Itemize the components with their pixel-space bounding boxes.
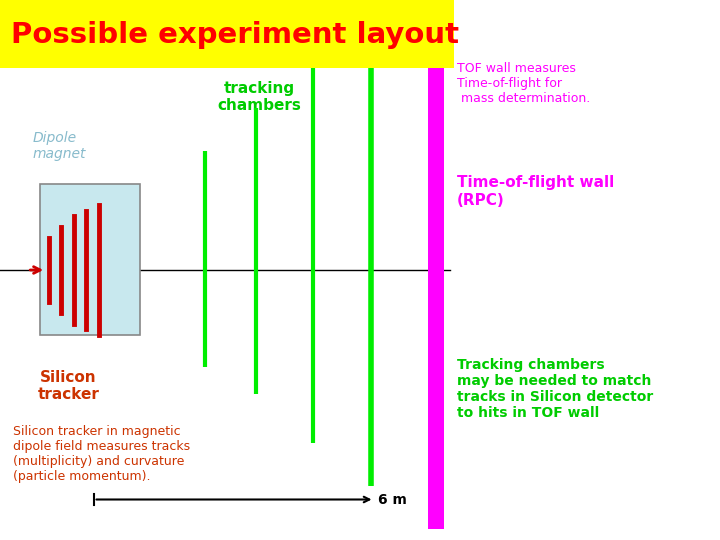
Text: Tracking chambers
may be needed to match
tracks in Silicon detector
to hits in T: Tracking chambers may be needed to match…: [457, 357, 654, 420]
Text: Silicon
tracker: Silicon tracker: [37, 370, 99, 402]
Bar: [40, 184, 140, 335]
Text: tracking
chambers: tracking chambers: [217, 81, 301, 113]
Text: Dipole
magnet: Dipole magnet: [32, 131, 86, 161]
Bar: [0, 0, 454, 68]
Text: TOF wall measures
Time-of-flight for
 mass determination.: TOF wall measures Time-of-flight for mas…: [457, 62, 590, 105]
Text: Possible experiment layout: Possible experiment layout: [11, 21, 459, 49]
Bar: [428, 11, 444, 529]
Text: Time-of-flight wall
(RPC): Time-of-flight wall (RPC): [457, 176, 614, 208]
Text: Silicon tracker in magnetic
dipole field measures tracks
(multiplicity) and curv: Silicon tracker in magnetic dipole field…: [13, 424, 190, 483]
Text: 6 m: 6 m: [378, 492, 407, 507]
